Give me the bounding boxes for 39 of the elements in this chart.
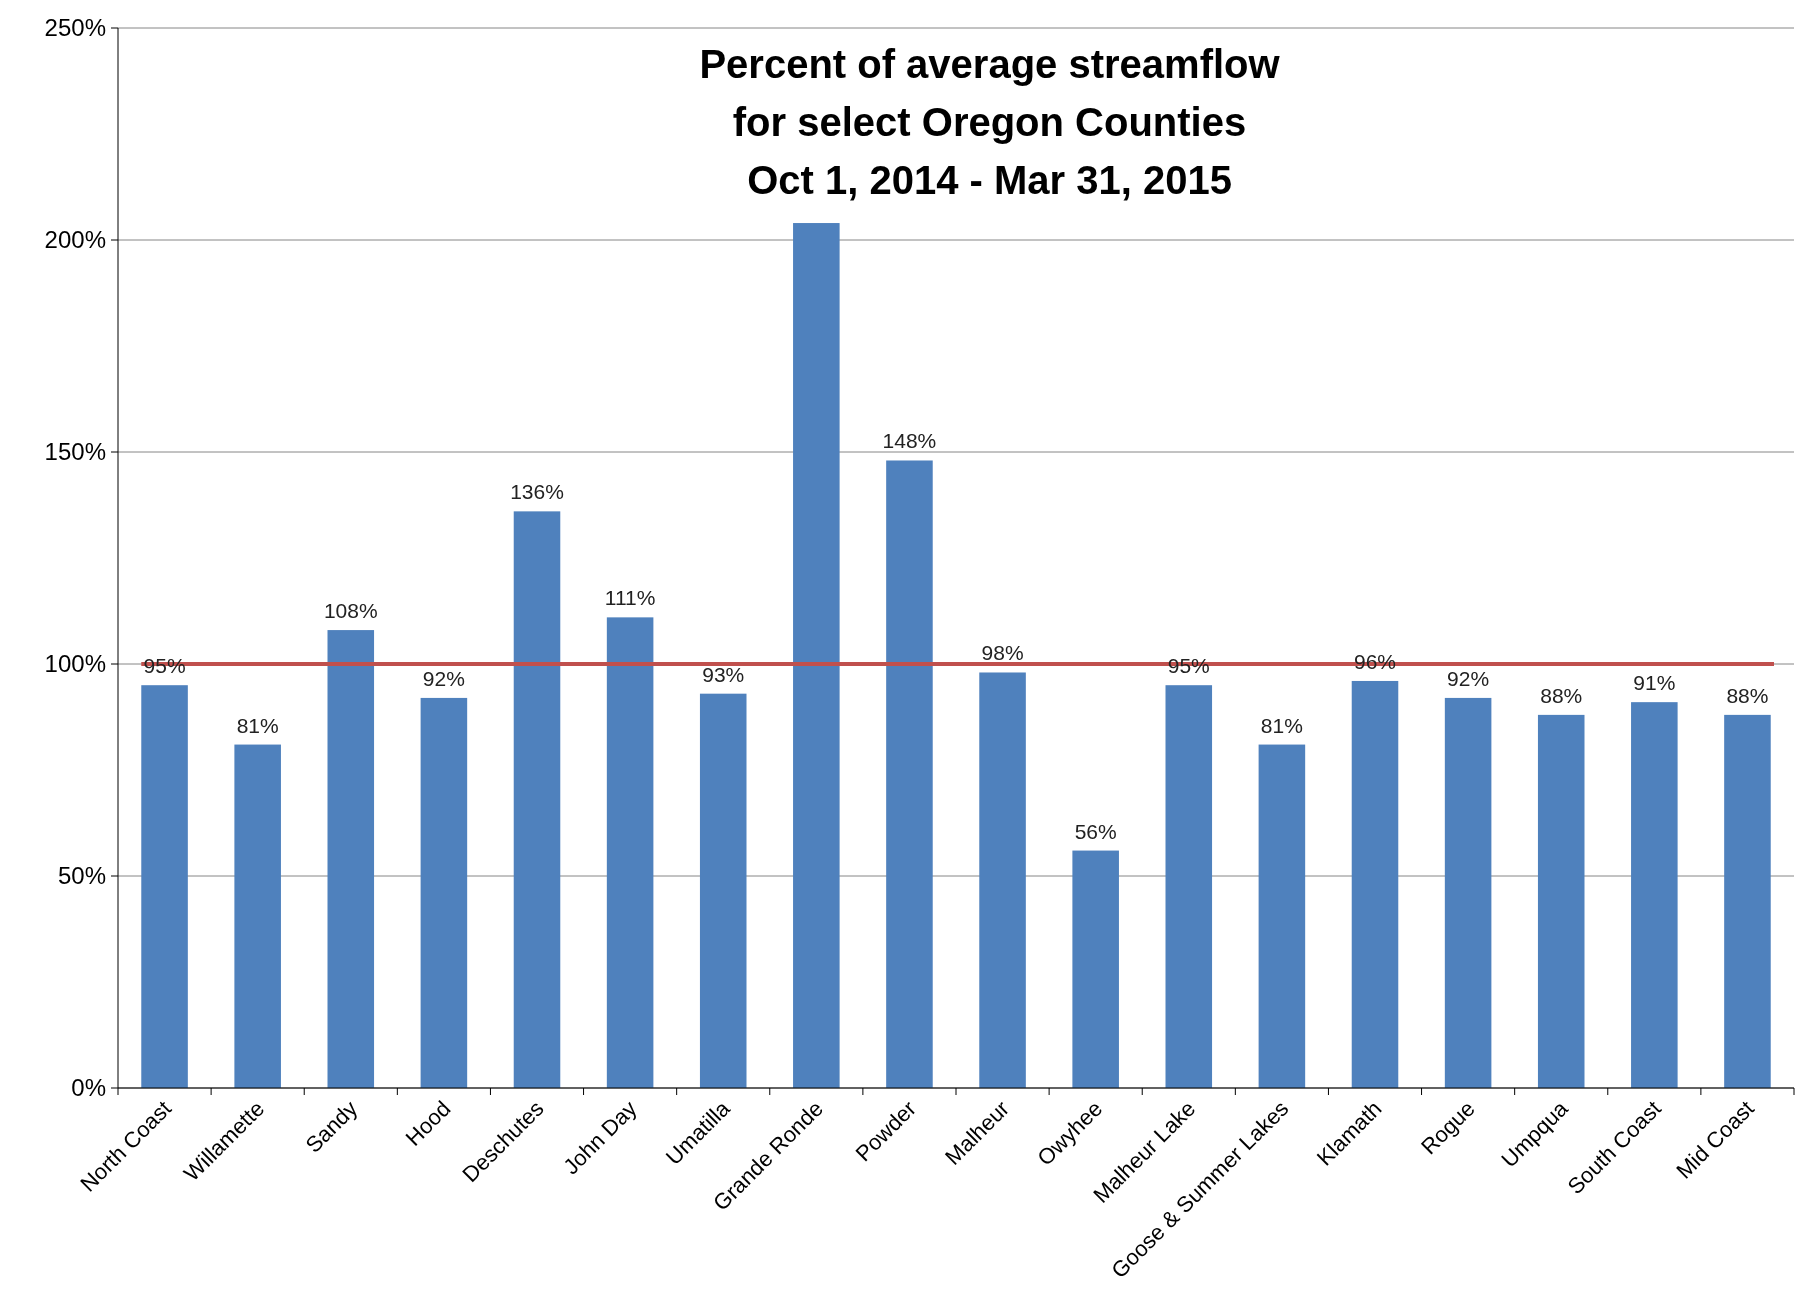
text: Percent of average streamflow for select Oregon Counties Oct 1, 2014 - Mar 31, 2015 bbox=[699, 42, 1281, 202]
y-tick-label: 150% bbox=[44, 438, 106, 466]
bar bbox=[979, 672, 1026, 1088]
bar bbox=[1724, 714, 1771, 1088]
bar bbox=[699, 693, 747, 1088]
data-label: 136% bbox=[510, 480, 564, 504]
bar bbox=[141, 685, 188, 1088]
bar bbox=[234, 744, 281, 1088]
data-label: 98% bbox=[981, 641, 1024, 665]
y-tick-label: 50% bbox=[57, 862, 106, 890]
bar bbox=[886, 460, 933, 1088]
bar bbox=[1165, 685, 1213, 1088]
data-label: 92% bbox=[1447, 666, 1490, 690]
data-label: 81% bbox=[1260, 713, 1303, 737]
bar bbox=[1351, 680, 1399, 1088]
data-label: 92% bbox=[422, 666, 465, 690]
data-label: 91% bbox=[1633, 671, 1676, 695]
data-label: 148% bbox=[882, 429, 937, 453]
bar bbox=[1537, 714, 1585, 1088]
y-tick-label: 200% bbox=[44, 226, 106, 254]
data-label: 56% bbox=[1074, 819, 1117, 843]
y-tick-label: 0% bbox=[71, 1074, 106, 1102]
data-label: 108% bbox=[323, 599, 378, 623]
data-label: 93% bbox=[702, 662, 745, 686]
data-label: 111% bbox=[604, 586, 656, 610]
bar bbox=[793, 223, 840, 1088]
bar bbox=[1258, 744, 1306, 1088]
data-label: 88% bbox=[1540, 683, 1583, 707]
bar bbox=[327, 630, 375, 1088]
data-label: 88% bbox=[1726, 683, 1769, 707]
bar bbox=[1631, 702, 1678, 1088]
data-label: 81% bbox=[236, 713, 279, 737]
bar bbox=[420, 697, 468, 1088]
bar bbox=[513, 511, 561, 1088]
bar bbox=[1072, 850, 1119, 1088]
bar bbox=[1444, 697, 1492, 1088]
bar bbox=[606, 617, 654, 1088]
y-tick-label: 250% bbox=[44, 14, 106, 42]
y-tick-label: 100% bbox=[44, 650, 106, 678]
